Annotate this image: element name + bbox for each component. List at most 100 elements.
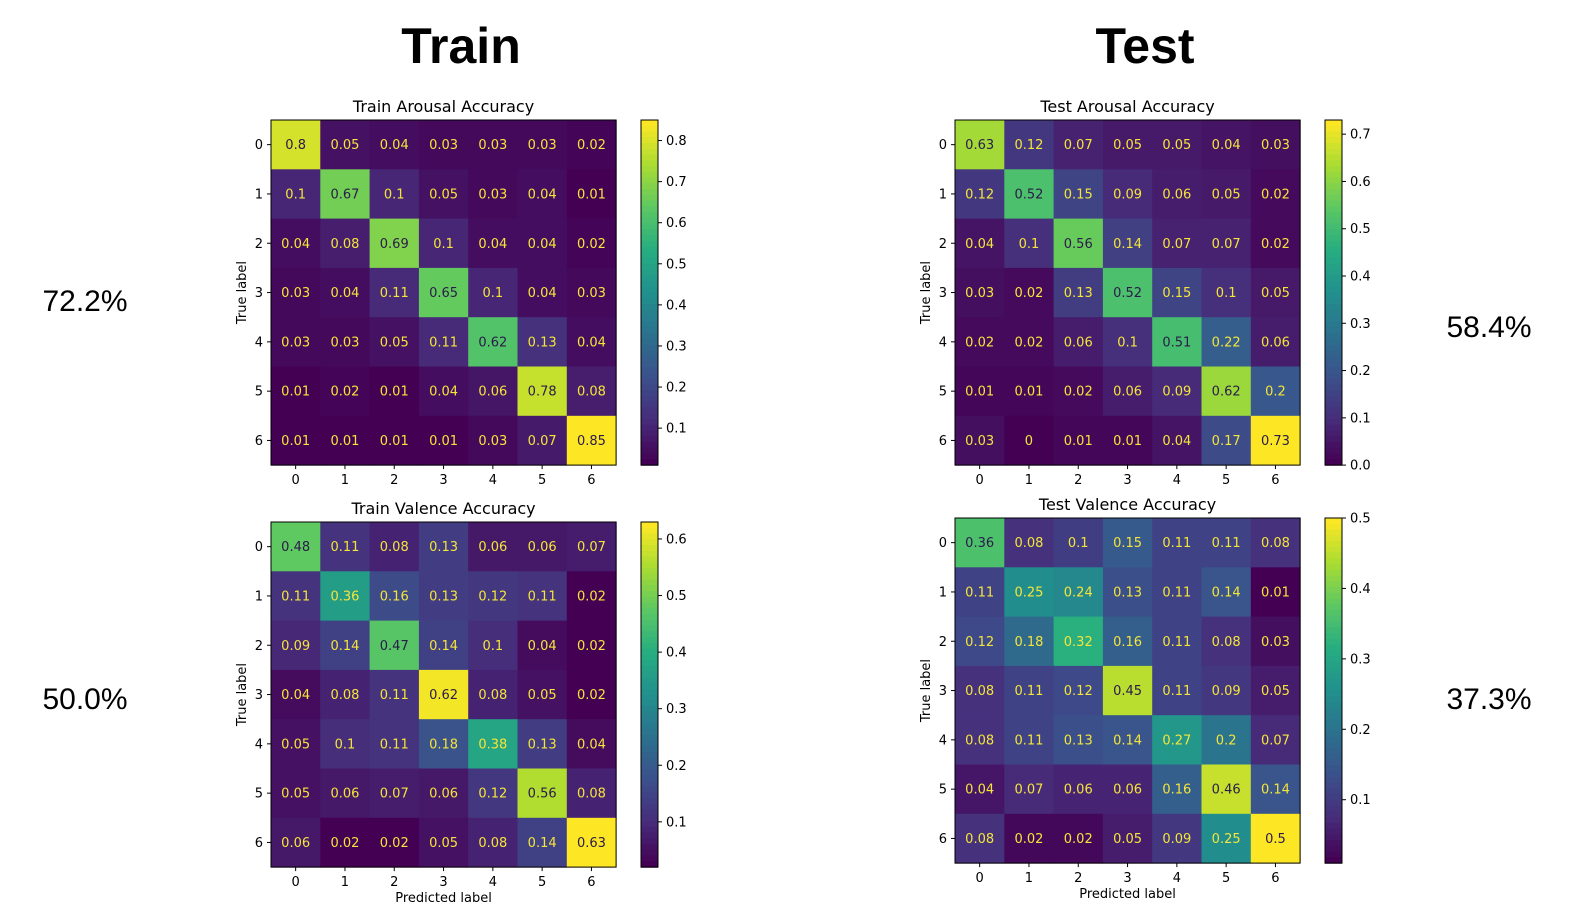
colorbar-segment	[641, 614, 658, 621]
cell-value-label: 0.02	[577, 138, 606, 153]
cell-value-label: 0.06	[1162, 187, 1191, 202]
cell-value-label: 0.03	[1261, 138, 1290, 153]
colorbar-segment	[641, 390, 658, 397]
colorbar-segment	[1325, 552, 1342, 559]
heatmap-cell	[1250, 169, 1301, 220]
colorbar-tick-label: 0.2	[1350, 723, 1371, 738]
cell-value-label: 0.1	[335, 737, 356, 752]
x-tick-label: 1	[341, 473, 349, 488]
y-axis-label: True label	[235, 663, 250, 727]
heatmap-cell	[566, 669, 617, 720]
heatmap-cell	[955, 518, 1005, 568]
x-tick-label: 5	[1222, 871, 1230, 886]
cell-value-label: 0.06	[281, 836, 310, 851]
cell-value-label: 0.06	[1064, 783, 1093, 798]
heatmap-cell	[1152, 616, 1202, 667]
cell-value-label: 0.2	[1216, 733, 1237, 748]
colorbar-segment	[1325, 258, 1342, 265]
cell-value-label: 0.13	[528, 737, 557, 752]
colorbar-segment	[641, 396, 658, 403]
cell-value-label: 0.62	[429, 688, 458, 703]
heatmap-cell	[468, 366, 518, 417]
colorbar-segment	[641, 625, 658, 632]
colorbar-segment	[641, 665, 658, 673]
colorbar-segment	[1325, 350, 1342, 357]
colorbar-segment	[641, 717, 658, 724]
colorbar-segment	[1325, 281, 1342, 288]
colorbar-segment	[1325, 361, 1342, 368]
y-tick-label: 3	[939, 286, 947, 301]
cell-value-label: 0.51	[1162, 335, 1191, 350]
colorbar-segment	[1325, 742, 1342, 749]
colorbar-segment	[641, 344, 658, 351]
cell-value-label: 0.11	[330, 540, 359, 555]
cell-value-label: 0.08	[1014, 536, 1043, 551]
colorbar-segment	[1325, 453, 1342, 460]
y-tick-label: 0	[255, 138, 263, 153]
colorbar-segment	[641, 752, 658, 759]
heatmap-cell	[955, 813, 1005, 864]
colorbar-segment	[641, 298, 658, 305]
colorbar-segment	[641, 826, 658, 834]
cell-value-label: 0.14	[429, 639, 458, 654]
colorbar-segment	[1325, 286, 1342, 294]
colorbar-segment	[641, 527, 658, 535]
heatmap-cell	[1053, 567, 1104, 618]
cell-value-label: 0.17	[1212, 434, 1241, 449]
heatmap-cell	[1053, 715, 1104, 765]
colorbar-segment	[641, 252, 658, 259]
y-tick-label: 3	[939, 684, 947, 699]
colorbar-segment	[641, 321, 658, 328]
cell-value-label: 0.13	[1064, 733, 1093, 748]
y-tick-label: 2	[255, 237, 263, 252]
heatmap-cell	[1250, 813, 1301, 864]
colorbar-segment	[641, 573, 658, 581]
colorbar-segment	[641, 453, 658, 460]
heatmap-cell	[320, 169, 371, 220]
cell-value-label: 0.01	[1261, 585, 1290, 600]
cell-value-label: 0.08	[1212, 635, 1241, 650]
cell-value-label: 0.03	[429, 138, 458, 153]
heatmap-cell	[1102, 518, 1153, 568]
cell-value-label: 0.1	[285, 187, 306, 202]
x-tick-label: 6	[587, 473, 595, 488]
colorbar-segment	[641, 798, 658, 805]
cell-value-label: 0.06	[528, 540, 557, 555]
colorbar-segment	[641, 137, 658, 144]
heatmap-cell	[369, 366, 420, 417]
heatmap-cell	[566, 571, 617, 622]
cell-value-label: 0.63	[965, 138, 994, 153]
cell-value-label: 0.07	[1064, 138, 1093, 153]
cell-value-label: 0.65	[429, 286, 458, 301]
heatmap-cell	[1102, 616, 1153, 667]
heatmap-cell	[517, 366, 568, 417]
cell-value-label: 0.14	[330, 639, 359, 654]
cell-value-label: 0.01	[1113, 434, 1142, 449]
cell-value-label: 0.05	[281, 737, 310, 752]
heatmap-cell	[1250, 518, 1301, 568]
cell-value-label: 0.11	[380, 688, 409, 703]
cell-value-label: 0.06	[1113, 385, 1142, 400]
cell-value-label: 0.01	[281, 434, 310, 449]
cell-value-label: 0.11	[429, 335, 458, 350]
y-tick-label: 4	[255, 737, 263, 752]
colorbar-segment	[1325, 523, 1342, 531]
heatmap-cell	[1250, 764, 1301, 815]
cell-value-label: 0.16	[380, 589, 409, 604]
colorbar-segment	[641, 568, 658, 575]
colorbar-segment	[1325, 817, 1342, 824]
heatmap-cell	[1201, 366, 1252, 417]
cell-value-label: 0.02	[1064, 832, 1093, 847]
colorbar-segment	[641, 602, 658, 609]
heatmap-cell	[517, 719, 568, 769]
heatmap-cell	[1004, 616, 1055, 667]
x-tick-label: 3	[439, 875, 447, 890]
y-tick-label: 5	[939, 783, 947, 798]
y-tick-label: 1	[255, 589, 263, 604]
colorbar-tick-label: 0.8	[666, 134, 687, 149]
heatmap-cell	[955, 317, 1005, 367]
cell-value-label: 0.11	[1162, 635, 1191, 650]
cell-value-label: 0.06	[478, 385, 507, 400]
